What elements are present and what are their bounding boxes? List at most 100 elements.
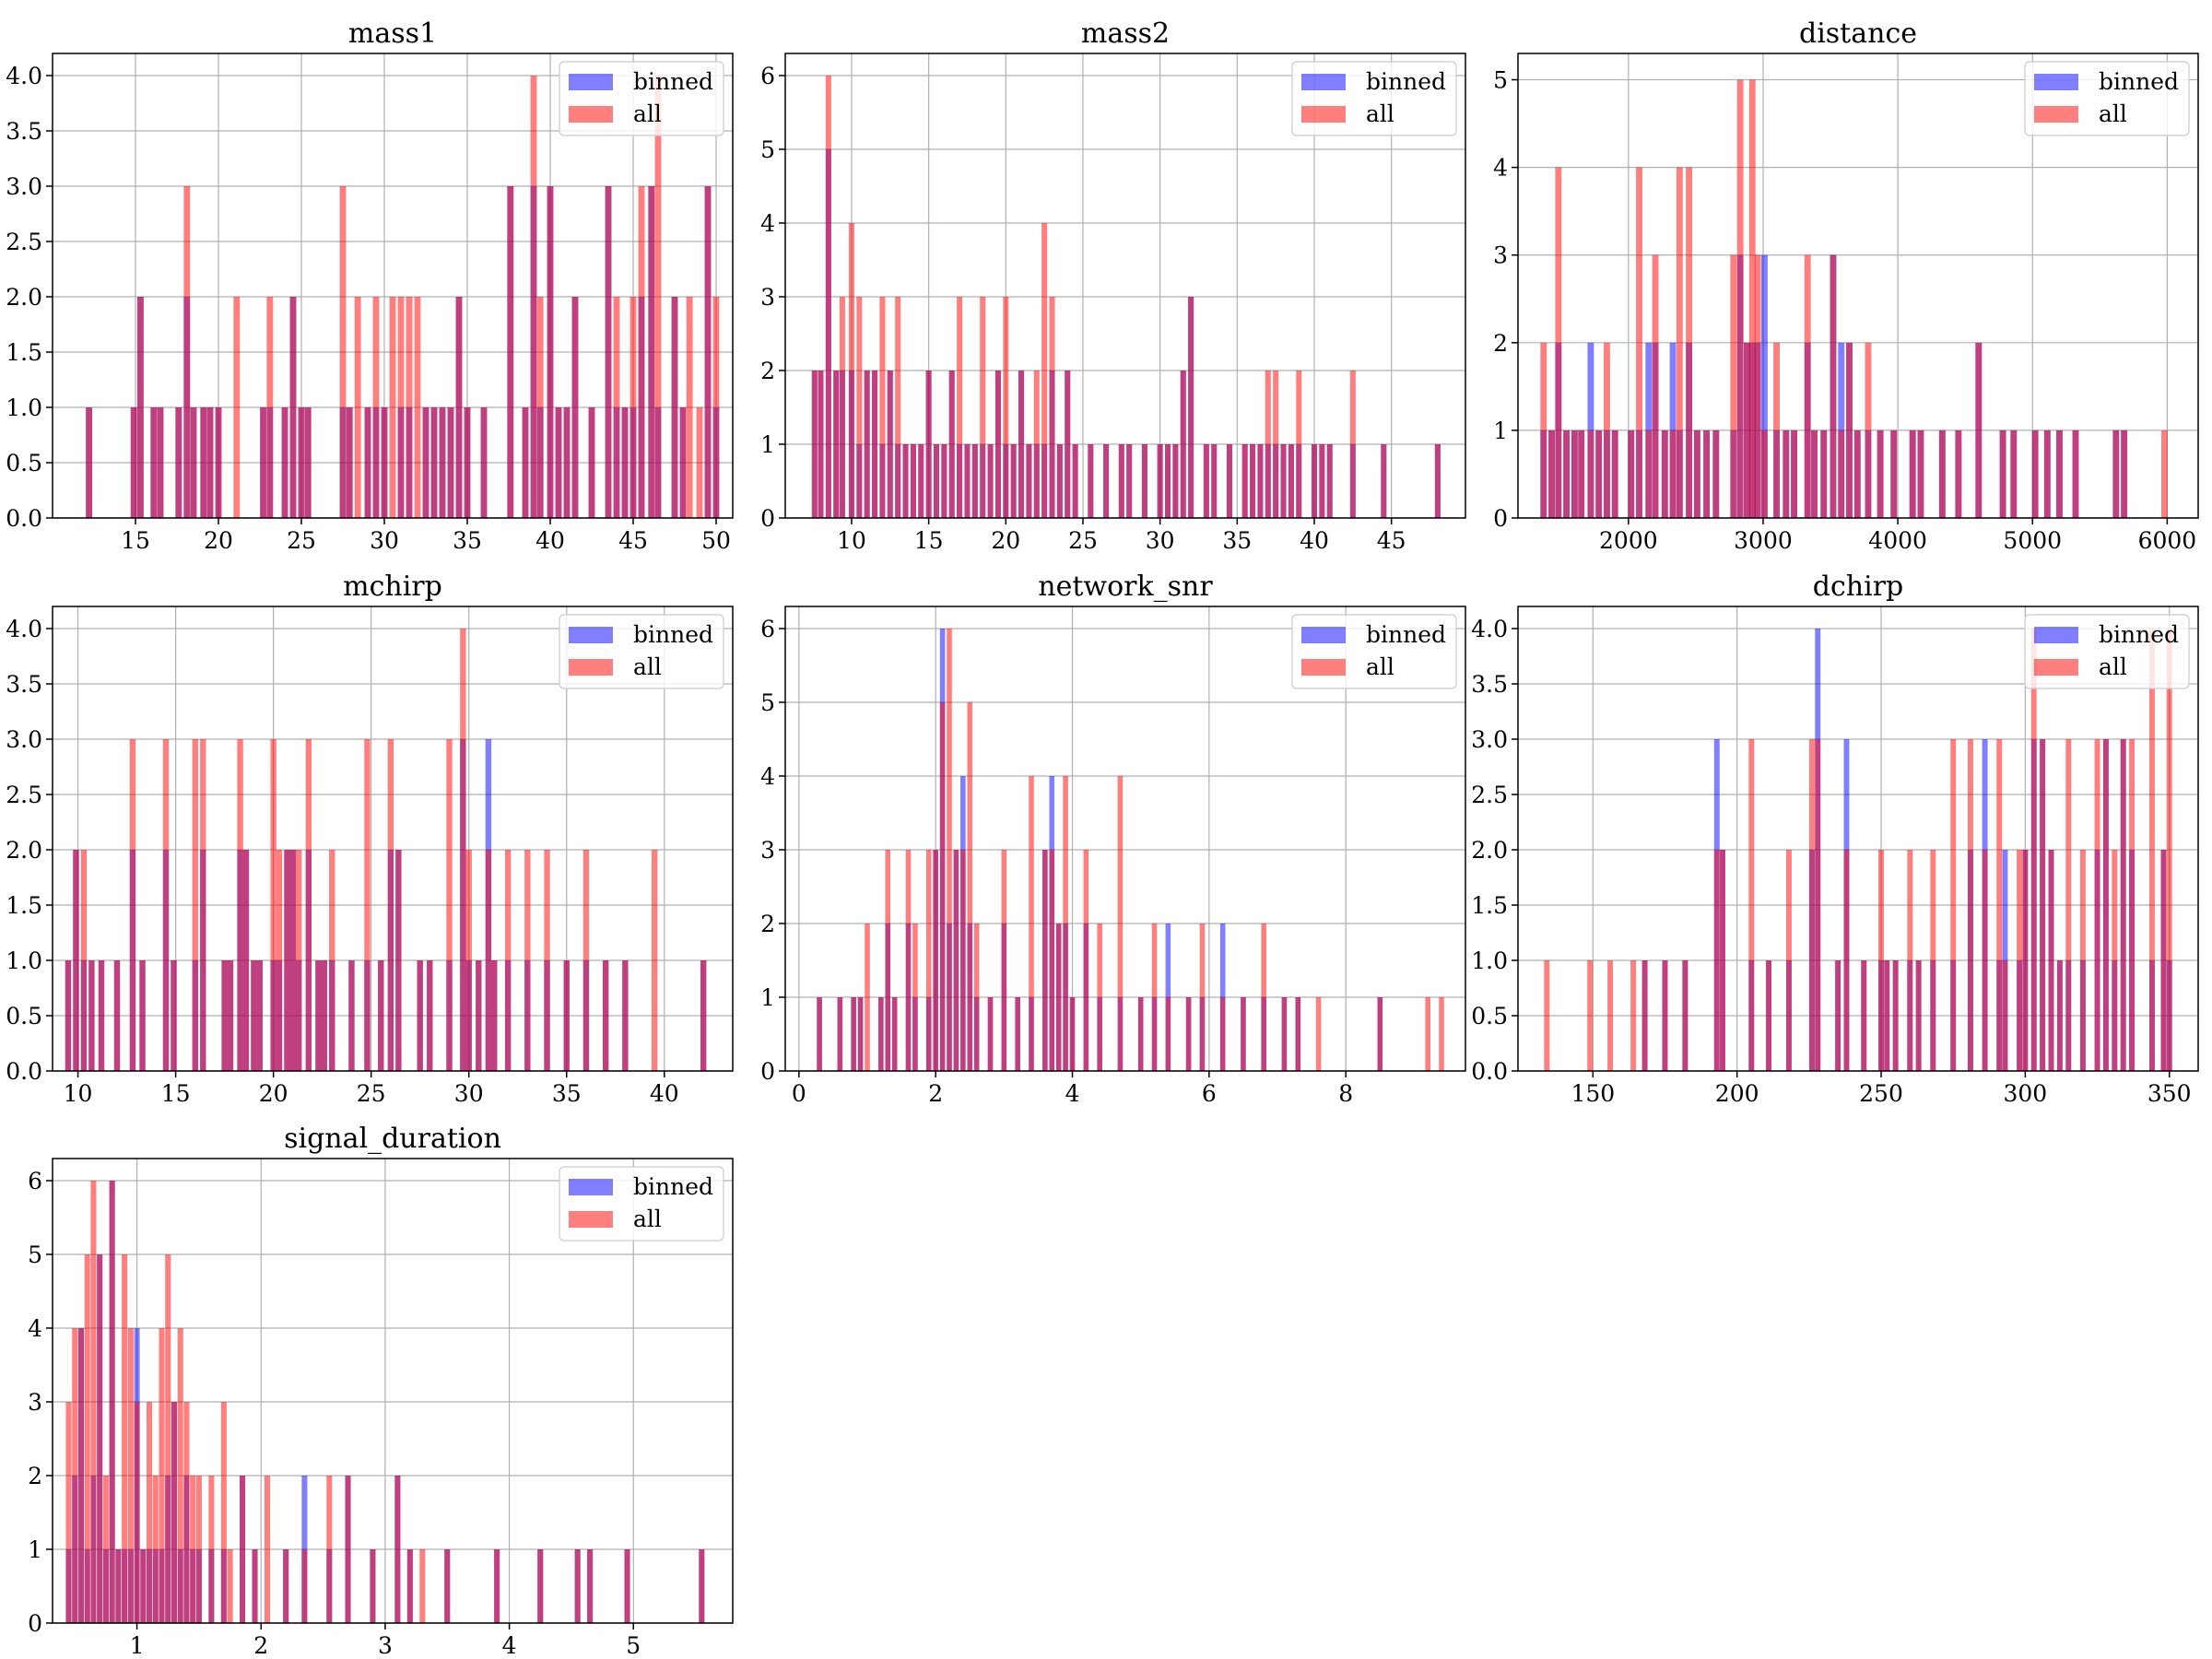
bar-all	[1296, 371, 1302, 518]
bar-all	[237, 739, 243, 1071]
bar-all	[346, 407, 353, 518]
y-tick-label: 6	[760, 616, 775, 642]
bar-all	[464, 407, 471, 518]
bar-all	[2010, 429, 2018, 518]
bar-all	[1982, 850, 1988, 1071]
x-tick-label: 40	[1300, 527, 1329, 554]
x-tick-label: 35	[552, 1080, 582, 1107]
bar-all	[1628, 429, 1635, 518]
y-tick-label: 3.0	[6, 726, 42, 753]
y-tick-label: 1.0	[6, 947, 42, 974]
bar-all	[1808, 739, 1815, 1071]
bar-all	[84, 1254, 90, 1623]
bar-all	[1611, 429, 1618, 518]
bar-all	[857, 997, 864, 1071]
x-tick-label: 20	[259, 1080, 288, 1107]
bar-all	[394, 1476, 401, 1623]
bar-all	[957, 297, 963, 518]
bar-all	[1063, 776, 1068, 1071]
bar-all	[818, 371, 824, 518]
bar-all	[865, 924, 870, 1071]
y-tick-label: 5	[28, 1241, 42, 1268]
y-tick-label: 0	[760, 1058, 775, 1085]
bar-all	[455, 297, 463, 518]
y-tick-label: 3.5	[1471, 671, 1508, 698]
bar-all	[1669, 429, 1677, 518]
legend-label-binned: binned	[1366, 68, 1446, 95]
chart-title: dchirp	[1813, 571, 1903, 603]
x-tick-label: 3000	[1734, 527, 1793, 554]
bar-all	[165, 1254, 171, 1623]
y-tick-label: 2.0	[6, 284, 42, 311]
bar-all	[252, 1549, 258, 1623]
bar-all	[77, 1328, 85, 1623]
x-tick-label: 250	[1859, 1080, 1903, 1107]
legend-label-all: all	[633, 1206, 662, 1232]
bar-all	[1555, 167, 1562, 519]
bar-all	[622, 960, 629, 1071]
bar-all	[206, 407, 214, 518]
bar-all	[987, 444, 994, 518]
bar-all	[1760, 429, 1768, 518]
bar-all	[887, 371, 893, 518]
legend-swatch-all	[1301, 106, 1346, 123]
bar-all	[504, 850, 512, 1071]
x-tick-label: 10	[64, 1080, 93, 1107]
y-tick-label: 6	[760, 63, 775, 89]
bar-all	[878, 997, 884, 1071]
bar-all	[1049, 850, 1055, 1071]
bar-all	[2002, 960, 2008, 1071]
bar-all	[544, 850, 550, 1071]
x-tick-label: 1	[130, 1632, 145, 1659]
bar-all	[281, 407, 288, 518]
bar-all	[190, 1476, 196, 1623]
bar-all	[159, 1328, 165, 1623]
bar-binned	[1760, 254, 1768, 518]
bar-all	[1434, 444, 1441, 518]
bar-all	[460, 629, 466, 1071]
bar-all	[289, 850, 297, 1071]
bar-all	[192, 739, 198, 1071]
bar-all	[183, 1402, 190, 1623]
bar-all	[582, 850, 590, 1071]
x-tick-label: 30	[1146, 527, 1175, 554]
bar-all	[1999, 429, 2006, 518]
bar-all	[1955, 429, 1962, 518]
x-tick-label: 4	[1065, 1080, 1080, 1107]
bar-all	[491, 960, 498, 1071]
bar-all	[304, 407, 312, 518]
plot-frame	[52, 1158, 734, 1624]
bar-all	[1319, 444, 1325, 518]
bar-all	[1811, 429, 1818, 518]
x-tick-label: 2	[928, 1080, 943, 1107]
bar-all	[1226, 444, 1232, 518]
bar-all	[427, 960, 433, 1071]
bar-all	[1315, 997, 1322, 1071]
chart-title: distance	[1799, 18, 1917, 50]
y-tick-label: 3	[760, 284, 775, 311]
bar-all	[2160, 850, 2167, 1071]
bar-all	[1180, 371, 1186, 518]
chart-title: mass2	[1081, 18, 1170, 50]
bar-all	[2161, 429, 2168, 518]
bar-all	[971, 444, 978, 518]
bar-all	[430, 407, 438, 518]
bar-all	[284, 850, 290, 1071]
x-tick-label: 350	[2147, 1080, 2192, 1107]
bar-binned	[1669, 342, 1677, 518]
bar-all	[536, 297, 544, 518]
bar-all	[221, 960, 228, 1071]
bar-all	[139, 960, 146, 1071]
legend-label-all: all	[633, 653, 662, 680]
bar-all	[811, 371, 818, 518]
bar-all	[389, 297, 396, 518]
bar-all	[1907, 850, 1913, 1071]
legend-label-binned: binned	[633, 68, 713, 95]
bar-all	[1835, 960, 1841, 1071]
legend-swatch-binned	[1301, 74, 1346, 90]
bar-all	[1157, 444, 1163, 518]
bar-all	[1890, 429, 1898, 518]
bar-all	[941, 444, 947, 518]
bar-all	[2040, 739, 2046, 1071]
chart-panel-mchirp: 10 15 20 25 30 35 40 0.0 0.5 1.0 1.5 2.0 2.5 3.0 3.5 4.…	[6, 571, 734, 1107]
